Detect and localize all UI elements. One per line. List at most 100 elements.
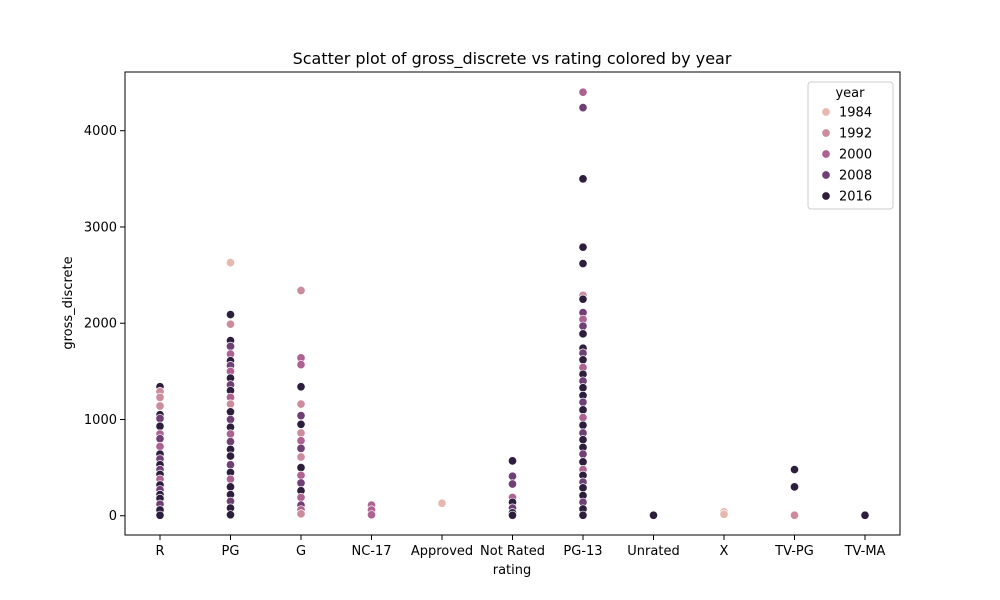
data-point: [225, 437, 236, 447]
y-tick-label: 3000: [84, 220, 117, 235]
data-point: [296, 428, 306, 438]
data-point: [578, 449, 588, 459]
x-tick-label: PG-13: [563, 544, 602, 559]
y-axis: 0 1000 2000 3000 4000: [84, 124, 125, 524]
x-tick-label: TV-PG: [774, 544, 814, 559]
data-point: [296, 470, 306, 480]
data-point: [578, 435, 588, 445]
data-point: [578, 405, 588, 415]
data-point: [507, 471, 518, 481]
data-point: [578, 355, 588, 365]
data-point: [296, 419, 306, 429]
x-axis: R PG G NC-17 Approved Not Rated PG-13 Unrated X T…: [155, 535, 886, 559]
data-point: [225, 460, 236, 470]
y-tick-label: 4000: [84, 124, 117, 139]
data-point: [719, 509, 729, 519]
legend: year 1984 1992 2000 2008 2016: [807, 81, 894, 210]
data-point: [789, 510, 800, 520]
legend-title: year: [835, 86, 865, 101]
chart-title: Scatter plot of gross_discrete vs rating…: [293, 49, 732, 69]
data-point: [155, 434, 165, 444]
data-point: [578, 321, 588, 331]
data-point: [225, 474, 236, 484]
data-point: [296, 463, 306, 473]
data-point: [225, 341, 236, 351]
data-point: [225, 319, 236, 329]
y-tick-label: 0: [109, 509, 117, 524]
data-point: [225, 399, 236, 409]
legend-marker: [821, 170, 831, 180]
data-point: [296, 478, 306, 488]
x-axis-label: rating: [493, 563, 532, 578]
data-point: [296, 360, 306, 370]
x-tick-label: Unrated: [627, 544, 679, 559]
data-point: [578, 242, 588, 252]
data-point: [296, 443, 306, 453]
legend-marker: [821, 128, 831, 138]
x-tick-label: G: [296, 544, 306, 559]
data-point: [225, 429, 236, 439]
data-point: [789, 464, 800, 475]
data-point: [578, 87, 588, 97]
legend-label: 2016: [839, 190, 872, 205]
x-tick-label: TV-MA: [844, 544, 886, 559]
data-point: [648, 510, 659, 520]
data-point: [578, 329, 588, 339]
data-points: [155, 87, 870, 520]
data-point: [578, 457, 588, 467]
data-point: [578, 397, 588, 407]
data-point: [578, 420, 588, 430]
legend-marker: [821, 107, 831, 117]
data-point: [578, 383, 588, 393]
data-point: [578, 510, 588, 520]
data-point: [296, 509, 306, 519]
legend-label: 2000: [839, 148, 872, 163]
data-point: [507, 510, 518, 520]
y-tick-label: 1000: [84, 413, 117, 428]
data-point: [155, 392, 165, 402]
data-point: [507, 479, 518, 489]
data-point: [225, 407, 236, 417]
legend-label: 1984: [839, 106, 872, 121]
data-point: [296, 285, 306, 296]
data-point: [296, 411, 306, 421]
legend-label: 2008: [839, 169, 872, 184]
data-point: [155, 401, 165, 411]
data-point: [155, 510, 165, 520]
data-point: [296, 399, 306, 409]
y-tick-label: 2000: [84, 317, 117, 332]
data-point: [578, 103, 588, 113]
data-point: [366, 510, 377, 520]
x-tick-label: Approved: [411, 544, 473, 559]
x-tick-label: PG: [222, 544, 240, 559]
data-point: [155, 413, 165, 424]
y-axis-label: gross_discrete: [61, 256, 76, 349]
data-point: [225, 258, 236, 268]
data-point: [296, 436, 306, 446]
data-point: [225, 451, 236, 461]
data-point: [507, 456, 518, 466]
legend-marker: [821, 191, 831, 201]
data-point: [296, 492, 306, 503]
data-point: [296, 452, 306, 462]
legend-marker: [821, 149, 831, 159]
data-point: [578, 413, 588, 423]
x-tick-label: Not Rated: [480, 544, 545, 559]
data-point: [155, 421, 165, 431]
data-point: [225, 482, 236, 492]
data-point: [155, 441, 165, 451]
data-point: [225, 310, 236, 320]
legend-label: 1992: [839, 127, 872, 142]
x-tick-label: X: [720, 544, 729, 559]
data-point: [437, 498, 447, 508]
x-tick-label: R: [155, 544, 164, 559]
x-tick-label: NC-17: [351, 544, 391, 559]
plot-frame: [124, 71, 901, 536]
data-point: [578, 259, 588, 269]
data-point: [860, 510, 870, 520]
data-point: [296, 382, 306, 392]
data-point: [578, 294, 588, 304]
data-point: [789, 482, 800, 492]
data-point: [578, 483, 588, 493]
